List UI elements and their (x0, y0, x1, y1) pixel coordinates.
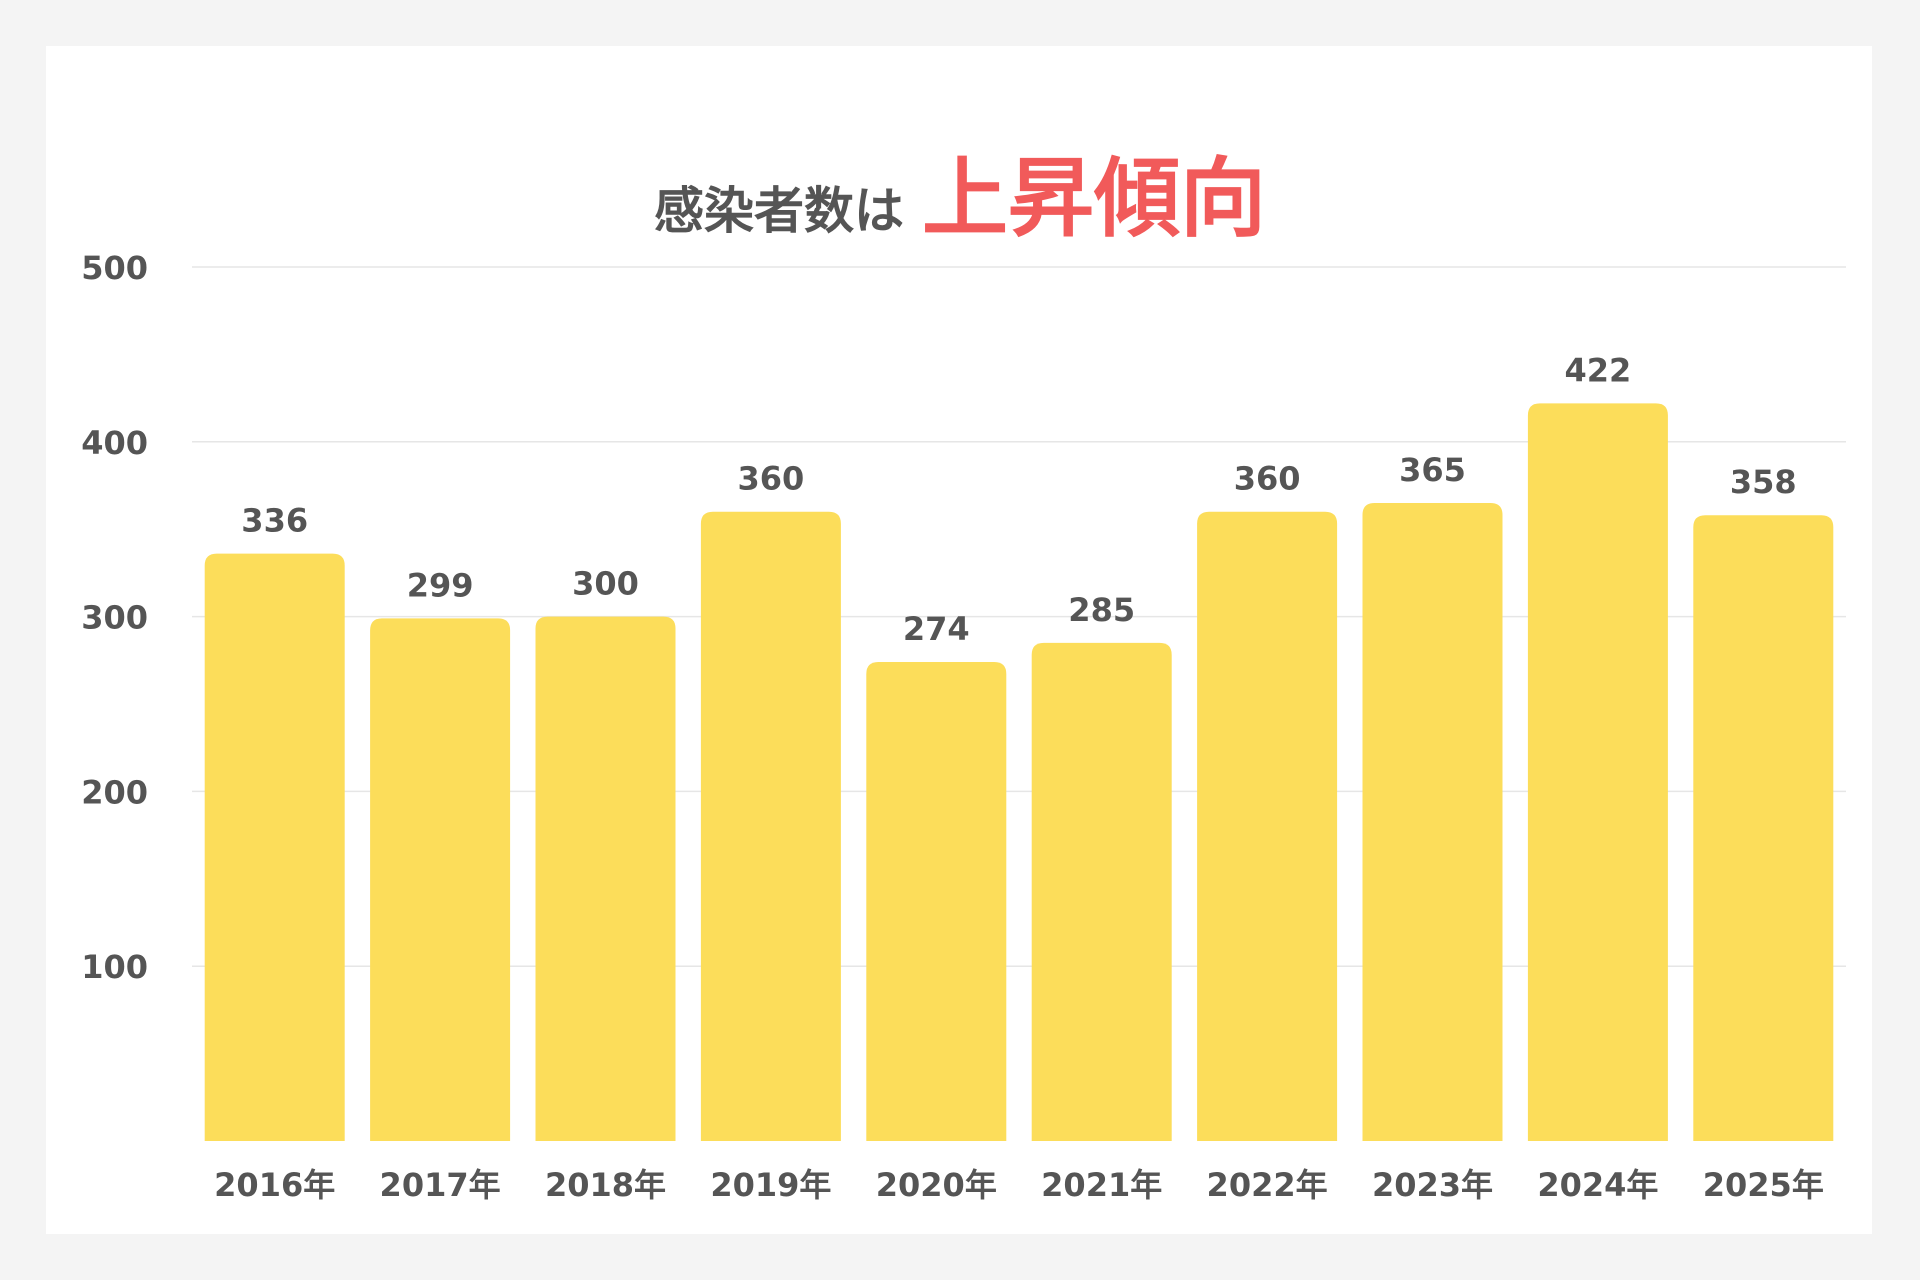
bar (535, 616, 676, 1141)
chart-title-main: 感染者数は (654, 182, 904, 240)
x-tick-label: 2019年 (710, 1166, 831, 1204)
y-tick-label: 500 (81, 249, 148, 287)
x-tick-label: 2020年 (876, 1166, 997, 1204)
x-tick-label: 2023年 (1372, 1166, 1493, 1204)
chart-title-accent: 上昇傾向 (922, 149, 1266, 249)
x-tick-label: 2024年 (1537, 1166, 1658, 1204)
x-tick-label: 2017年 (380, 1166, 501, 1204)
x-tick-label: 2025年 (1703, 1166, 1824, 1204)
y-tick-label: 400 (81, 424, 148, 462)
x-tick-label: 2018年 (545, 1166, 666, 1204)
bar (866, 662, 1007, 1141)
bar (1693, 515, 1834, 1141)
data-label: 360 (1234, 460, 1301, 498)
bar (204, 553, 345, 1141)
data-label: 274 (903, 610, 970, 648)
data-label: 358 (1730, 463, 1797, 501)
bar (1031, 642, 1172, 1141)
bar (370, 618, 511, 1141)
data-label: 360 (738, 460, 805, 498)
data-label: 299 (407, 566, 474, 604)
x-tick-label: 2022年 (1207, 1166, 1328, 1204)
x-tick-label: 2016年 (214, 1166, 335, 1204)
y-tick-label: 300 (81, 599, 148, 637)
x-tick-label: 2021年 (1041, 1166, 1162, 1204)
chart-title: 感染者数は 上昇傾向 (0, 128, 1920, 253)
bar (1197, 511, 1338, 1142)
data-label: 365 (1399, 451, 1466, 489)
data-label: 336 (241, 502, 308, 540)
y-tick-label: 100 (81, 948, 148, 986)
bar (1362, 502, 1503, 1142)
data-label: 422 (1565, 351, 1632, 389)
bar (1527, 403, 1668, 1141)
y-tick-label: 200 (81, 773, 148, 811)
data-label: 285 (1068, 591, 1135, 629)
bar (700, 511, 841, 1142)
data-label: 300 (572, 565, 639, 603)
